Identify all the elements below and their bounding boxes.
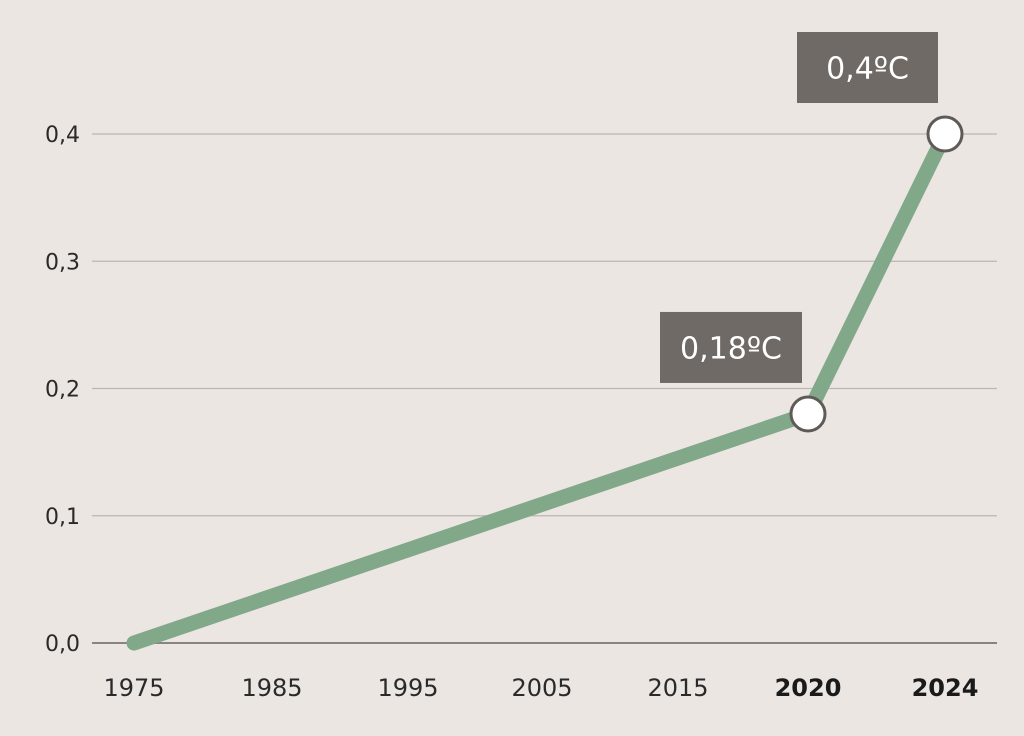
- x-tick-label: 2005: [511, 674, 572, 702]
- value-callout: 0,18ºC: [660, 311, 802, 383]
- callout-box: [797, 32, 938, 103]
- x-tick-label: 1985: [241, 674, 302, 702]
- data-point-marker: [926, 115, 964, 153]
- y-tick-label: 0,4: [45, 123, 80, 148]
- x-tick-label: 2020: [775, 674, 842, 702]
- y-tick-label: 0,3: [45, 250, 80, 275]
- y-tick-label: 0,0: [45, 632, 80, 657]
- markers: [789, 115, 964, 433]
- x-tick-label: 2015: [647, 674, 708, 702]
- callout-box: [660, 311, 802, 383]
- gridlines: [92, 133, 997, 644]
- x-tick-label: 1975: [103, 674, 164, 702]
- callouts: 0,18ºC 0,4ºC: [660, 32, 938, 383]
- x-tick-label: 1995: [377, 674, 438, 702]
- y-tick-label: 0,1: [45, 505, 80, 530]
- data-point-marker: [789, 395, 827, 433]
- y-axis-ticks: 0,0 0,1 0,2 0,3 0,4: [45, 123, 80, 657]
- value-callout: 0,4ºC: [797, 32, 938, 103]
- callout-label: 0,18ºC: [680, 331, 782, 366]
- x-tick-label: 2024: [912, 674, 979, 702]
- y-tick-label: 0,2: [45, 378, 80, 403]
- x-axis-ticks: 1975 1985 1995 2005 2015 2020 2024: [103, 674, 978, 702]
- callout-label: 0,4ºC: [826, 52, 909, 87]
